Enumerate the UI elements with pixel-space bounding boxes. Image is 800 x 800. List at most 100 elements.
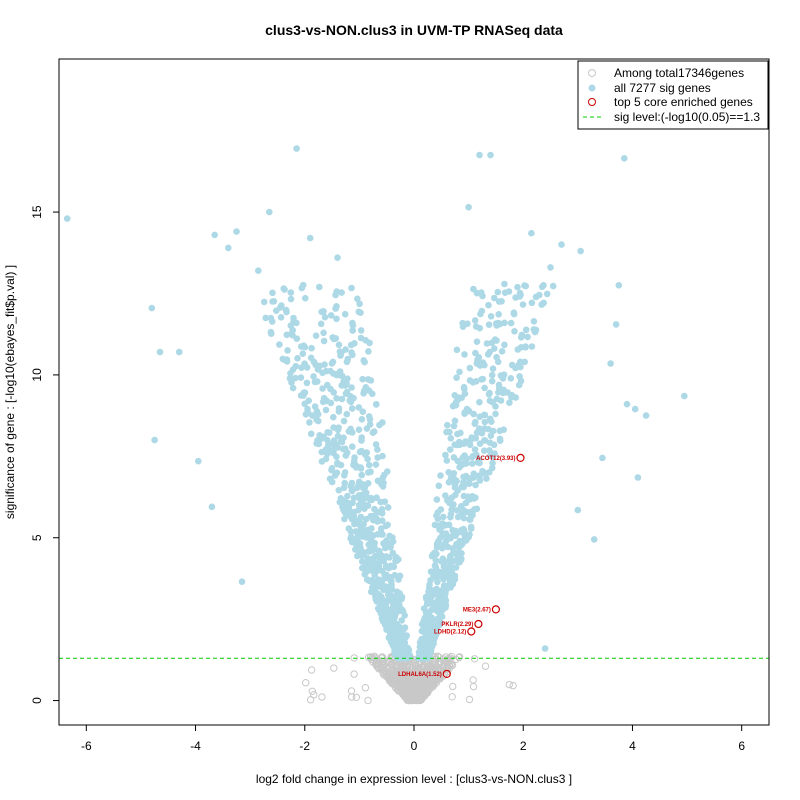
sig-point [254,267,262,275]
core-gene-point [474,619,483,629]
sig-point [363,526,371,534]
nonsig-point [433,664,441,672]
sig-point [288,379,295,386]
sig-point [442,492,449,499]
sig-point [358,416,366,423]
sig-point [470,410,478,418]
sig-point [507,319,515,327]
nonsig-point [412,680,420,688]
sig-point [381,498,389,506]
sig-point [365,547,373,555]
sig-point [446,446,454,453]
y-axis-label: significance of gene : [-log10(ebayes_fi… [3,265,17,519]
sig-point [442,451,449,459]
sig-point [358,471,366,479]
sig-point [489,464,496,472]
sig-point [379,474,387,481]
sig-point [376,582,384,589]
sig-point [439,606,447,613]
sig-point [501,280,508,288]
sig-point [385,542,392,550]
sig-point [434,578,441,586]
nonsig-point [350,670,358,678]
sig-point [452,532,459,539]
chart-title: clus3-vs-NON.clus3 in UVM-TP RNASeq data [265,22,563,38]
sig-point [479,359,487,366]
sig-point [447,510,455,518]
sig-point [335,341,343,349]
sig-point [367,567,375,574]
sig-point [287,370,294,377]
sig-point [478,376,485,383]
sig-point [612,321,620,328]
sig-point [506,399,513,407]
nonsig-point [509,681,517,690]
sig-point [233,228,240,235]
sig-point [283,308,290,316]
sig-point [347,341,355,349]
core-genes-layer: ACOT12(3.93) ME3(2.67) PKLR(2.29) LDHD(2.12… [398,453,525,679]
sig-point [329,358,337,366]
y-tick-label: 0 [30,697,44,704]
nonsig-point [302,679,310,687]
nonsig-point [352,693,361,701]
sig-point [327,385,334,393]
legend-entry-threshold: sig level:(-log10(0.05)==1.3 [614,110,760,124]
legend-entry-total: Among total17346genes [614,66,744,80]
legend-entry-sig: all 7277 sig genes [614,81,711,95]
sig-point [342,346,349,353]
x-tick-label: 4 [629,739,636,753]
sig-point [485,301,492,309]
sig-point [288,330,296,337]
sig-point [451,576,459,583]
sig-point [345,428,353,435]
sig-point [266,208,273,216]
nonsig-point [347,687,356,695]
sig-point [433,540,441,548]
nonsig-points-layer [302,652,517,705]
sig-point [461,351,468,358]
sig-point [469,460,476,467]
nonsig-point [399,661,407,669]
sig-point [341,479,349,487]
sig-point [496,437,504,445]
sig-point [631,405,639,413]
sig-point [511,328,518,335]
sig-point [375,594,382,602]
sig-point [360,551,367,559]
sig-point [365,461,373,469]
sig-point [380,540,387,547]
sig-point [376,421,383,429]
sig-point [468,434,476,441]
sig-point [450,402,458,409]
sig-point [208,503,216,511]
sig-point [445,469,453,476]
sig-point [349,443,356,451]
sig-point [532,293,540,301]
sig-point [440,513,447,521]
nonsig-point [447,652,456,661]
sig-point [451,484,459,491]
sig-point [476,425,483,432]
sig-point [329,440,336,447]
sig-point [322,455,330,463]
sig-point [372,461,380,468]
sig-point [540,282,547,289]
sig-point [498,298,505,305]
sig-point [517,377,525,385]
sig-point [350,494,358,502]
sig-point [476,151,483,159]
sig-point [443,457,451,464]
sig-point [338,289,345,296]
sig-point [487,432,495,440]
sig-point [374,477,382,485]
sig-point [341,469,349,476]
sig-point [340,378,347,386]
sig-point [333,371,340,379]
sig-point [486,348,493,356]
sig-point [400,644,407,651]
sig-point [392,553,400,561]
sig-point [382,522,390,530]
nonsig-point [397,682,405,690]
sig-point [268,330,275,338]
